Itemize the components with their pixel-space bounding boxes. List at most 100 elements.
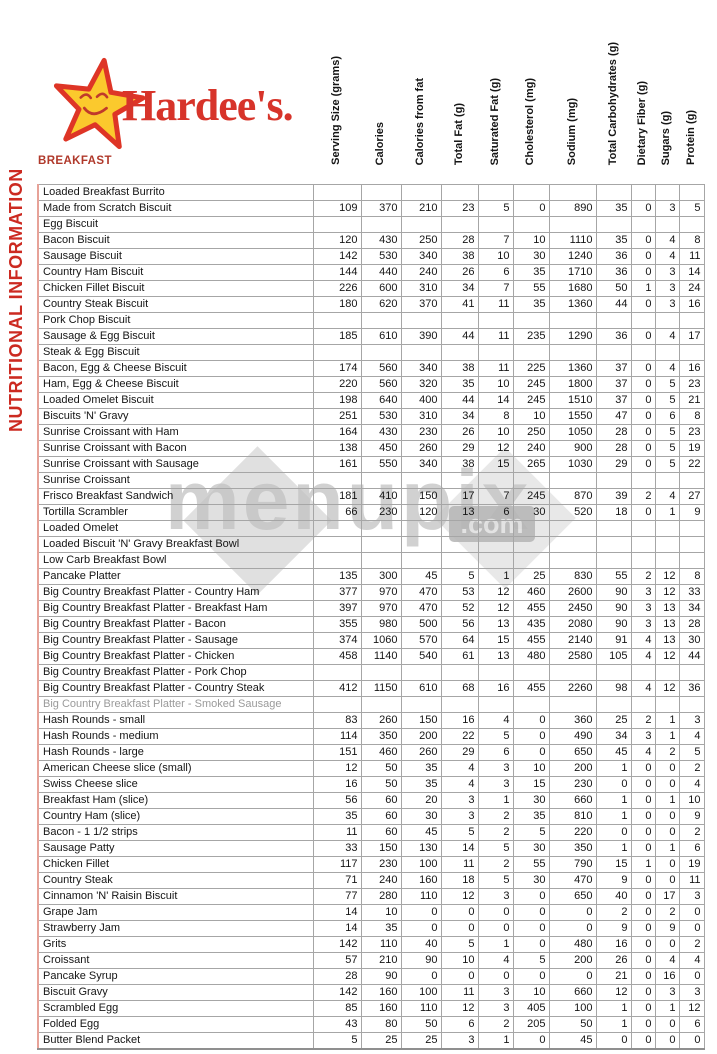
value-cell [400,344,442,361]
table-row: Grits 142 110 40 5 1 0 480 16 0 0 2 [37,936,705,953]
value-cell: 19 [678,856,705,873]
value-cell [654,184,680,201]
value-cell: 490 [548,728,597,745]
value-cell: 3 [440,1032,479,1050]
value-cell: 12 [477,584,514,601]
value-cell: 900 [548,440,597,457]
value-cell: 83 [312,712,362,729]
value-cell: 4 [654,952,680,969]
value-cell: 100 [400,856,442,873]
table-row: Big Country Breakfast Platter - Breakfas… [37,600,705,617]
value-cell [400,472,442,489]
value-cell: 2 [654,744,680,761]
value-cell: 47 [595,408,632,425]
value-cell: 0 [595,776,632,793]
value-cell: 71 [312,872,362,889]
value-cell [512,312,550,329]
value-cell: 37 [595,360,632,377]
item-name-cell: Folded Egg [37,1016,314,1033]
value-cell: 220 [312,376,362,393]
item-name-cell: Hash Rounds - small [37,712,314,729]
value-cell: 0 [630,232,656,249]
value-cell: 3 [440,808,479,825]
value-cell: 5 [654,376,680,393]
value-cell: 0 [630,200,656,217]
value-cell: 37 [595,376,632,393]
value-cell [400,552,442,569]
value-cell: 550 [360,456,402,473]
value-cell [678,520,705,537]
value-cell: 90 [595,600,632,617]
value-cell [440,536,479,553]
value-cell: 245 [512,392,550,409]
value-cell: 0 [630,248,656,265]
value-cell: 45 [400,824,442,841]
value-cell: 540 [400,648,442,665]
value-cell [400,184,442,201]
item-name-cell: Hash Rounds - large [37,744,314,761]
item-name-cell: Loaded Biscuit 'N' Gravy Breakfast Bowl [37,536,314,553]
value-cell: 15 [512,776,550,793]
table-row: Frisco Breakfast Sandwich 181 410 150 17 7 245… [37,488,705,505]
value-cell [360,552,402,569]
value-cell: 110 [400,1000,442,1017]
value-cell: 25 [400,1032,442,1050]
value-cell: 1240 [548,248,597,265]
value-cell: 35 [595,232,632,249]
value-cell: 570 [400,632,442,649]
value-cell: 2580 [548,648,597,665]
value-cell: 360 [548,712,597,729]
table-row: Bacon - 1 1/2 strips 11 60 45 5 2 5 220 0 0 0 2 [37,824,705,841]
value-cell: 16 [678,360,705,377]
value-cell: 2 [654,904,680,921]
value-cell [595,536,632,553]
table-row: Big Country Breakfast Platter - Pork Cho… [37,664,705,681]
value-cell: 245 [512,488,550,505]
value-cell [654,472,680,489]
value-cell: 55 [595,568,632,585]
value-cell: 1800 [548,376,597,393]
value-cell: 0 [630,888,656,905]
value-cell: 0 [630,392,656,409]
value-cell: 230 [548,776,597,793]
value-cell: 970 [360,584,402,601]
value-cell: 9 [678,808,705,825]
value-cell [440,344,479,361]
item-name-cell: Frisco Breakfast Sandwich [37,488,314,505]
value-cell [400,696,442,713]
value-cell: 4 [630,744,656,761]
value-cell: 29 [440,440,479,457]
table-row: Country Ham Biscuit 144 440 240 26 6 35 1710 36 0… [37,264,705,281]
table-row: Big Country Breakfast Platter - Bacon 355… [37,616,705,633]
value-cell: 44 [678,648,705,665]
value-cell: 181 [312,488,362,505]
value-cell: 4 [477,712,514,729]
table-row: Big Country Breakfast Platter - Sausage 3… [37,632,705,649]
value-cell [678,664,705,681]
value-cell [630,216,656,233]
value-cell: 7 [477,280,514,297]
value-cell: 90 [595,616,632,633]
value-cell: 0 [400,968,442,985]
value-cell: 28 [595,440,632,457]
value-cell: 0 [630,824,656,841]
value-cell: 4 [678,952,705,969]
value-cell: 11 [678,872,705,889]
value-cell: 11 [312,824,362,841]
value-cell: 0 [630,872,656,889]
value-cell: 650 [548,888,597,905]
value-cell: 40 [400,936,442,953]
value-cell: 200 [548,952,597,969]
value-cell: 0 [630,328,656,345]
value-cell: 2 [678,760,705,777]
value-cell: 4 [477,952,514,969]
table-row: Low Carb Breakfast Bowl [37,552,705,569]
value-cell: 142 [312,984,362,1001]
value-cell: 0 [512,968,550,985]
value-cell [440,184,479,201]
col-header: Dietary Fiber (g) [636,80,649,165]
value-cell: 1 [595,1016,632,1033]
value-cell: 0 [630,808,656,825]
value-cell: 23 [678,376,705,393]
value-cell: 0 [630,1000,656,1017]
